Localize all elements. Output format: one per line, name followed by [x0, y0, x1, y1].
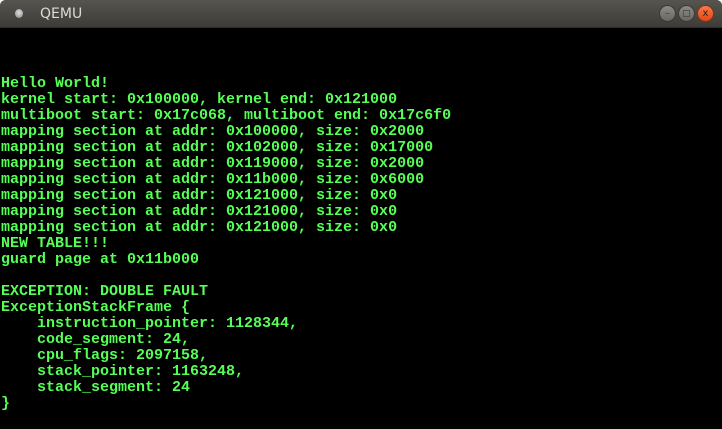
console-line: kernel start: 0x100000, kernel end: 0x12… — [1, 91, 398, 108]
window-title: QEMU — [40, 5, 83, 22]
console-line: instruction_pointer: 1128344, — [1, 315, 299, 332]
console-line: mapping section at addr: 0x119000, size:… — [1, 155, 425, 172]
window-controls: – ◻ x — [659, 5, 714, 22]
console-line: guard page at 0x11b000 — [1, 251, 200, 268]
console-line: } — [1, 395, 11, 412]
maximize-icon: ◻ — [682, 8, 691, 19]
vga-console-screen[interactable]: Hello World! kernel start: 0x100000, kern… — [0, 28, 722, 429]
console-line: mapping section at addr: 0x121000, size:… — [1, 187, 398, 204]
maximize-button[interactable]: ◻ — [678, 5, 695, 22]
console-line: mapping section at addr: 0x102000, size:… — [1, 139, 434, 156]
console-line: cpu_flags: 2097158, — [1, 347, 209, 364]
close-icon: x — [702, 8, 709, 19]
qemu-app-icon — [15, 9, 23, 18]
minimize-icon: – — [665, 8, 670, 19]
console-line — [1, 268, 451, 284]
console-line: mapping section at addr: 0x100000, size:… — [1, 123, 425, 140]
console-line: mapping section at addr: 0x11b000, size:… — [1, 171, 425, 188]
console-line: ExceptionStackFrame { — [1, 299, 191, 316]
close-button[interactable]: x — [697, 5, 714, 22]
title-bar[interactable]: QEMU – ◻ x — [0, 0, 722, 28]
console-line: NEW TABLE!!! — [1, 235, 110, 252]
minimize-button[interactable]: – — [659, 5, 676, 22]
console-line: stack_pointer: 1163248, — [1, 363, 245, 380]
console-line: stack_segment: 24 — [1, 379, 191, 396]
console-line: code_segment: 24, — [1, 331, 191, 348]
console-line: EXCEPTION: DOUBLE FAULT — [1, 283, 209, 300]
console-line: multiboot start: 0x17c068, multiboot end… — [1, 107, 452, 124]
console-line: mapping section at addr: 0x121000, size:… — [1, 203, 398, 220]
console-line: Hello World! — [1, 75, 110, 92]
console-line: mapping section at addr: 0x121000, size:… — [1, 219, 398, 236]
console-output: Hello World! kernel start: 0x100000, kern… — [1, 76, 451, 412]
